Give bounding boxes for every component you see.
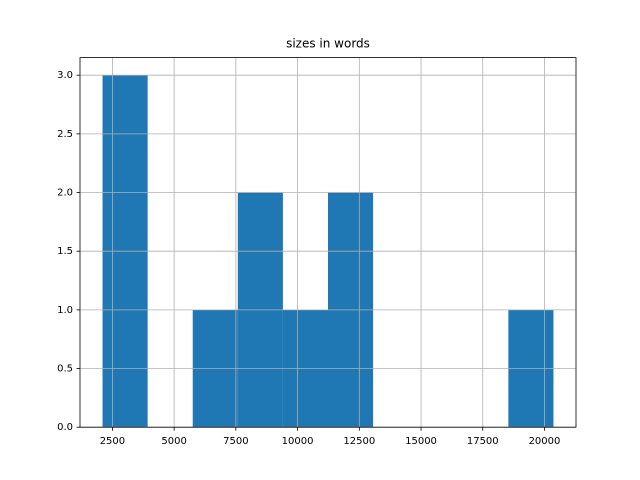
x-tick-label: 2500 — [100, 436, 125, 447]
x-tick-label: 12500 — [343, 436, 375, 447]
x-tick-label: 20000 — [529, 436, 561, 447]
y-tick-label: 1.0 — [57, 305, 73, 316]
y-tick-label: 0.5 — [57, 364, 73, 375]
plot-frame — [79, 57, 577, 428]
x-tick-label: 5000 — [161, 436, 186, 447]
y-tick-label: 0.0 — [57, 422, 73, 433]
x-tick-label: 10000 — [282, 436, 314, 447]
x-tick-label: 15000 — [405, 436, 437, 447]
x-tick-label: 17500 — [467, 436, 499, 447]
x-tick-label: 7500 — [223, 436, 248, 447]
y-tick-label: 2.0 — [57, 188, 73, 199]
chart-title: sizes in words — [286, 37, 370, 51]
y-tick-label: 2.5 — [57, 129, 73, 140]
y-tick-label: 3.0 — [57, 70, 73, 81]
y-tick-label: 1.5 — [57, 246, 73, 257]
